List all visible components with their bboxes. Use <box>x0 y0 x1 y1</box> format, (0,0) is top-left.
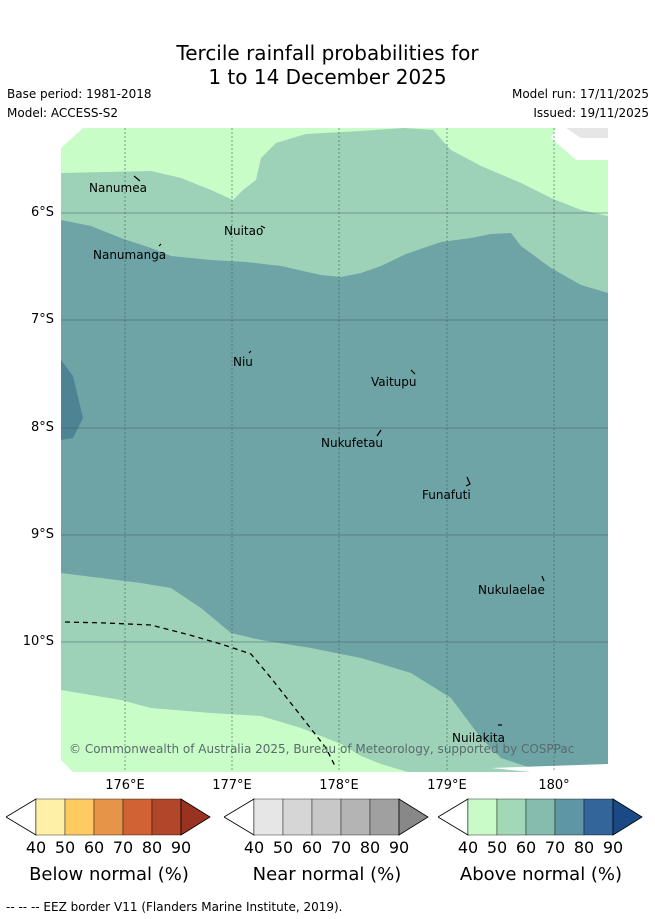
colorbar-below-swatch-1 <box>35 798 66 836</box>
colorbar-below-low-arrow <box>5 798 37 836</box>
colorbar-below-high-arrow <box>180 798 211 836</box>
colorbar-above-swatch-5 <box>583 798 614 836</box>
lon-label-176e: 176°E <box>105 778 145 793</box>
colorbar-below-swatch-4 <box>122 798 153 836</box>
island-shape-niu <box>248 350 252 354</box>
zone-dark-centre <box>61 220 608 768</box>
lat-label-10s: 10°S <box>22 634 54 649</box>
colorbar-near-tick-90: 90 <box>388 838 410 857</box>
colorbar-near-swatch-5 <box>369 798 400 836</box>
island-shapes <box>133 175 545 726</box>
colorbar-above-tick-50: 50 <box>486 838 508 857</box>
colorbar-near-tick-40: 40 <box>243 838 265 857</box>
colorbar-near-tick-60: 60 <box>301 838 323 857</box>
colorbar-above-tick-40: 40 <box>457 838 479 857</box>
island-shape-nukulaelae <box>541 575 545 582</box>
copyright-notice: © Commonwealth of Australia 2025, Bureau… <box>69 742 575 756</box>
white-corner-bottom-right <box>491 764 608 772</box>
colorbar-below-swatch-3 <box>93 798 124 836</box>
island-label-nanumanga: Nanumanga <box>93 248 167 262</box>
lon-label-177e: 177°E <box>212 778 252 793</box>
title-line-1: Tercile rainfall probabilities for <box>176 41 479 65</box>
model-name: Model: ACCESS-S2 <box>7 106 119 120</box>
colorbar-below-tick-50: 50 <box>54 838 76 857</box>
zone-light-south <box>61 690 408 772</box>
lon-label-179e: 179°E <box>427 778 467 793</box>
colorbar-below-tick-60: 60 <box>83 838 105 857</box>
colorbar-near-tick-70: 70 <box>330 838 352 857</box>
lat-label-9s: 9°S <box>30 527 54 542</box>
lat-label-8s: 8°S <box>30 420 54 435</box>
map-canvas <box>61 128 608 772</box>
colorbar-above-normal <box>437 798 644 840</box>
colorbar-above-title: Above normal (%) <box>459 864 623 885</box>
colorbar-below-swatch-2 <box>64 798 95 836</box>
island-label-niu: Niu <box>233 355 253 369</box>
eez-border <box>64 621 337 769</box>
colorbar-near-swatch-2 <box>282 798 313 836</box>
eez-border-legend: -- -- -- EEZ border V11 (Flanders Marine… <box>6 900 343 914</box>
colorbar-above-tick-90: 90 <box>602 838 624 857</box>
island-shape-nanumea <box>133 175 141 182</box>
colorbar-above-tick-70: 70 <box>544 838 566 857</box>
colorbar-below-normal <box>5 798 212 840</box>
island-shape-nukufetau <box>376 429 382 437</box>
colorbar-below-tick-90: 90 <box>170 838 192 857</box>
colorbar-above-swatch-2 <box>496 798 527 836</box>
colorbar-above-tick-60: 60 <box>515 838 537 857</box>
colorbar-above-swatch-3 <box>525 798 556 836</box>
colorbar-near-normal <box>223 798 430 840</box>
island-shape-vaitupu <box>410 369 416 375</box>
island-label-nukulaelae: Nukulaelae <box>478 583 545 597</box>
colorbar-below-swatch-5 <box>151 798 182 836</box>
white-corner-top-right <box>551 128 608 160</box>
island-label-nuitao: Nuitao <box>224 224 264 238</box>
colorbar-below-title: Below normal (%) <box>29 864 189 885</box>
colorbar-above-swatch-1 <box>467 798 498 836</box>
title-line-2: 1 to 14 December 2025 <box>208 65 447 89</box>
base-period: Base period: 1981-2018 <box>7 87 152 101</box>
colorbar-near-tick-50: 50 <box>272 838 294 857</box>
island-label-nuilakita: Nuilakita <box>452 731 505 745</box>
colorbar-above-high-arrow <box>612 798 643 836</box>
island-label-nanumea: Nanumea <box>89 181 147 195</box>
colorbar-below-tick-80: 80 <box>141 838 163 857</box>
graticule <box>124 128 555 772</box>
model-run: Model run: 17/11/2025 <box>511 87 649 101</box>
colorbar-above-low-arrow <box>437 798 469 836</box>
colorbar-near-low-arrow <box>223 798 255 836</box>
island-shape-nanumanga <box>158 243 162 247</box>
colorbar-near-swatch-1 <box>253 798 284 836</box>
lat-label-7s: 7°S <box>30 312 54 327</box>
colorbar-near-tick-80: 80 <box>359 838 381 857</box>
island-label-funafuti: Funafuti <box>422 488 471 502</box>
white-corner-top-left <box>61 128 83 148</box>
island-label-vaitupu: Vaitupu <box>371 375 417 389</box>
colorbar-above-tick-80: 80 <box>573 838 595 857</box>
island-shape-nuitao <box>260 225 266 229</box>
island-shape-funafuti <box>465 476 471 487</box>
colorbar-above-swatches <box>437 798 643 836</box>
colorbar-below-tick-70: 70 <box>112 838 134 857</box>
colorbar-near-swatches <box>223 798 429 836</box>
zone-darker-west <box>61 360 83 440</box>
lon-label-180: 180° <box>538 778 570 793</box>
island-label-nukufetau: Nukufetau <box>321 436 384 450</box>
issued-date: Issued: 19/11/2025 <box>533 106 649 120</box>
colorbar-below-swatches <box>5 798 211 836</box>
white-corner-bottom-left <box>61 760 73 772</box>
colorbar-near-swatch-4 <box>340 798 371 836</box>
colorbar-near-title: Near normal (%) <box>252 864 402 885</box>
lon-label-178e: 178°E <box>319 778 359 793</box>
lat-label-6s: 6°S <box>30 205 54 220</box>
colorbar-near-swatch-3 <box>311 798 342 836</box>
zone-gray-corner <box>566 128 608 138</box>
graticule-lat <box>61 212 608 643</box>
rainfall-map <box>61 128 608 772</box>
colorbar-near-high-arrow <box>398 798 429 836</box>
colorbar-below-tick-40: 40 <box>25 838 47 857</box>
colorbar-above-swatch-4 <box>554 798 585 836</box>
